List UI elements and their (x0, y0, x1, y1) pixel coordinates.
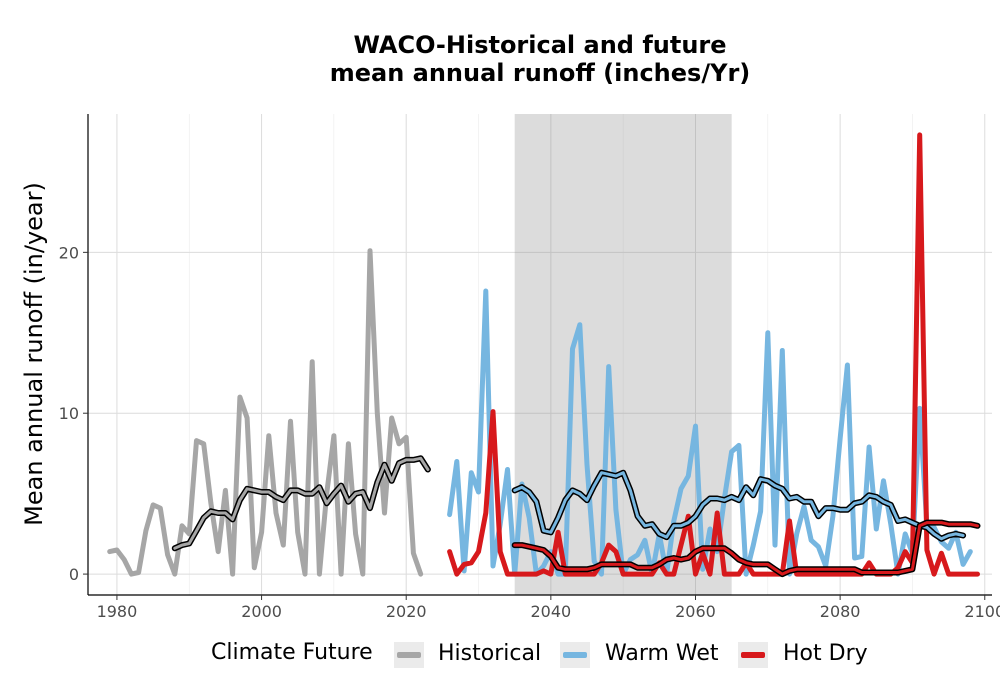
series-lines (107, 132, 981, 578)
legend-swatch-warm-wet (563, 652, 587, 658)
legend-key-hot-dry (738, 642, 768, 668)
legend-swatch-hot-dry (741, 652, 765, 658)
series-line-warm-wet-rolling-mean (513, 471, 965, 541)
x-tick-label-2000: 2000 (241, 602, 282, 621)
y-tick-label-0: 0 (69, 565, 79, 584)
legend-label-historical: Historical (438, 641, 542, 666)
y-tick-label-10: 10 (59, 404, 79, 423)
legend-label-hot-dry: Hot Dry (783, 641, 868, 666)
legend-key-historical (394, 642, 424, 668)
legend-key-warm-wet (560, 642, 590, 668)
legend-label-warm-wet: Warm Wet (605, 641, 719, 666)
legend: Climate Future Historical Warm Wet Hot D… (0, 640, 1000, 672)
y-axis-label: Mean annual runoff (in/year) (20, 182, 48, 526)
x-tick-label-2020: 2020 (386, 602, 427, 621)
x-tick-label-2060: 2060 (675, 602, 716, 621)
x-tick-label-2080: 2080 (820, 602, 861, 621)
y-tick-label-20: 20 (59, 243, 79, 262)
legend-swatch-historical (397, 652, 421, 658)
chart-title-line-1: WACO-Historical and future (353, 31, 727, 59)
series-line-historical (107, 248, 424, 577)
chart-title-line-2: mean annual runoff (inches/Yr) (329, 59, 751, 87)
x-tick-label-1980: 1980 (97, 602, 138, 621)
series-line-historical-rolling-mean (173, 456, 430, 550)
series-line-hot-dry-rolling-mean (513, 521, 979, 576)
legend-title: Climate Future (211, 640, 373, 665)
x-tick-label-2040: 2040 (530, 602, 571, 621)
